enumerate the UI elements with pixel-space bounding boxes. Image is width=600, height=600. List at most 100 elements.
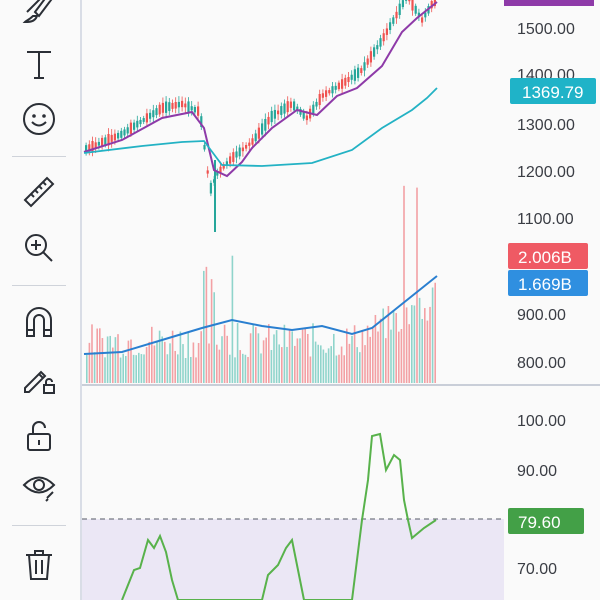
volume-bar bbox=[283, 324, 286, 383]
measure-tool-button[interactable] bbox=[12, 170, 66, 214]
volume-bar bbox=[330, 346, 332, 383]
volume-bar bbox=[242, 353, 244, 383]
volume-bar bbox=[205, 266, 208, 383]
volume-bar bbox=[208, 343, 210, 383]
brush-icon bbox=[22, 0, 53, 24]
volume-bar bbox=[164, 341, 166, 383]
volume-bar bbox=[96, 328, 98, 383]
price-axis-label: 1500.00 bbox=[517, 21, 575, 38]
volume-bar bbox=[353, 325, 356, 383]
candlestick-series bbox=[85, 0, 436, 232]
volume-bar bbox=[171, 330, 174, 383]
volume-bar bbox=[364, 345, 366, 383]
volume-bar bbox=[88, 342, 91, 383]
volume-bar bbox=[249, 333, 252, 383]
volume-bar bbox=[416, 187, 418, 383]
volume-bar bbox=[281, 347, 283, 383]
volume-bar bbox=[184, 357, 187, 383]
indicator-tag-text: 79.60 bbox=[518, 513, 561, 532]
volume-bars bbox=[86, 185, 436, 383]
volume-axis-label: 900.00 bbox=[517, 307, 566, 324]
indicator-pane[interactable]: 100.00 90.00 70.00 79.60 bbox=[82, 413, 584, 600]
volume-bar bbox=[114, 337, 117, 383]
magnet-tool-button[interactable] bbox=[12, 300, 66, 344]
volume-bar bbox=[359, 352, 361, 383]
volume-bar bbox=[210, 279, 213, 383]
volume-bar bbox=[377, 331, 379, 383]
volume-bar bbox=[195, 357, 197, 383]
volume-bar bbox=[262, 340, 265, 383]
lock-drawing-icon bbox=[24, 370, 55, 394]
brush-tool-button[interactable] bbox=[12, 0, 66, 32]
volume-bar bbox=[192, 342, 195, 383]
drawing-toolbar bbox=[0, 0, 82, 600]
volume-bar bbox=[236, 323, 239, 383]
volume-bar bbox=[327, 348, 330, 383]
volume-bar bbox=[369, 336, 371, 383]
price-pane[interactable]: 1500.00 1400.00 1300.00 1200.00 1100.00 … bbox=[83, 0, 596, 232]
volume-bar bbox=[122, 353, 124, 383]
volume-bar bbox=[223, 324, 226, 383]
volume-bar bbox=[247, 356, 249, 383]
volume-bar bbox=[400, 329, 403, 383]
price-axis-label: 1300.00 bbox=[517, 117, 575, 134]
volume-bar bbox=[424, 308, 426, 383]
volume-bar bbox=[158, 330, 161, 383]
volume-bar bbox=[200, 331, 202, 383]
price-axis-label: 1100.00 bbox=[517, 211, 574, 228]
volume-bar bbox=[429, 306, 431, 383]
ruler-icon bbox=[23, 176, 55, 208]
indicator-line bbox=[121, 432, 437, 600]
volume-bar bbox=[356, 347, 358, 383]
volume-bar bbox=[99, 328, 101, 383]
volume-ma-tag: 1.669B bbox=[508, 270, 588, 296]
volume-bar bbox=[86, 354, 88, 383]
volume-bar bbox=[132, 354, 135, 383]
volume-bar bbox=[106, 336, 109, 383]
indicator-axis-label: 90.00 bbox=[517, 463, 557, 480]
volume-bar bbox=[130, 339, 132, 383]
chart-area[interactable]: 1500.00 1400.00 1300.00 1200.00 1100.00 … bbox=[82, 0, 600, 600]
volume-bar bbox=[177, 354, 179, 383]
volume-bar bbox=[145, 347, 148, 383]
moving-average-line bbox=[83, 1, 438, 178]
emoji-icon bbox=[23, 103, 55, 135]
volume-bar bbox=[325, 352, 327, 383]
volume-bar bbox=[398, 331, 400, 383]
volume-tag: 2.006B bbox=[508, 243, 588, 269]
emoji-tool-button[interactable] bbox=[12, 97, 66, 141]
volume-bar bbox=[265, 337, 267, 383]
volume-bar bbox=[392, 310, 395, 383]
lock-drawing-tool-button[interactable] bbox=[12, 356, 66, 400]
volume-bar bbox=[288, 328, 291, 383]
volume-bar bbox=[197, 342, 200, 383]
volume-bar bbox=[390, 329, 392, 383]
volume-bar bbox=[299, 338, 301, 383]
volume-bar bbox=[234, 357, 236, 383]
volume-bar bbox=[93, 352, 96, 383]
volume-bar bbox=[296, 338, 299, 383]
volume-bar bbox=[361, 330, 364, 383]
volume-bar bbox=[286, 346, 288, 383]
volume-bar bbox=[395, 313, 397, 383]
text-tool-button[interactable] bbox=[12, 42, 66, 86]
volume-tag-text: 2.006B bbox=[518, 248, 572, 267]
volume-bar bbox=[385, 338, 387, 383]
unlock-icon bbox=[27, 421, 51, 451]
volume-bar bbox=[431, 287, 434, 383]
volume-bar bbox=[273, 334, 275, 383]
volume-bar bbox=[187, 332, 189, 383]
volume-bar bbox=[314, 341, 317, 383]
volume-bar bbox=[182, 344, 184, 383]
volume-pane[interactable]: 900.00 800.00 2.006B 1.669B bbox=[83, 185, 588, 383]
volume-bar bbox=[161, 336, 163, 383]
hide-tool-button[interactable] bbox=[12, 464, 66, 508]
zoom-in-tool-button[interactable] bbox=[12, 226, 66, 270]
overbought-zone bbox=[82, 519, 504, 600]
volume-bar bbox=[138, 352, 140, 383]
volume-bar bbox=[304, 328, 306, 383]
volume-bar bbox=[229, 354, 231, 383]
remove-tool-button[interactable] bbox=[12, 542, 66, 586]
volume-bar bbox=[351, 335, 353, 383]
unlock-tool-button[interactable] bbox=[12, 414, 66, 458]
